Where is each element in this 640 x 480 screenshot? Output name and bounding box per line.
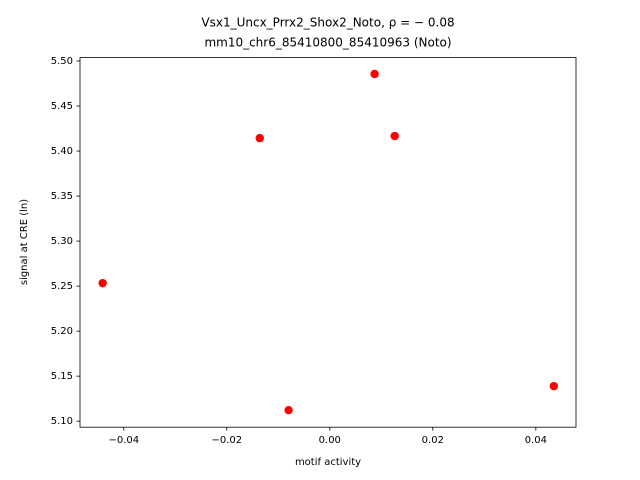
point [255,133,264,143]
x-tick-label: −0.04 [108,435,139,446]
y-axis-label: signal at CRE (ln) [19,199,30,285]
x-axis-label: motif activity [295,457,361,468]
x-tick-label: 0.02 [422,435,444,446]
y-tick-label: 5.40 [51,146,73,157]
y-tick-label: 5.15 [51,371,73,382]
y-tick-label: 5.25 [51,281,73,292]
x-tick-label: −0.02 [211,435,242,446]
y-tick-label: 5.30 [51,236,73,247]
chart-subtitle: mm10_chr6_85410800_85410963 (Noto) [204,36,451,50]
x-tick-label: 0.04 [525,435,547,446]
point [284,405,293,415]
y-tick-label: 5.35 [51,191,73,202]
x-tick-label: 0.00 [319,435,341,446]
y-tick-label: 5.10 [51,416,73,427]
y-tick-label: 5.45 [51,101,73,112]
y-tick-label: 5.20 [51,326,73,337]
chart-title: Vsx1_Uncx_Prrx2_Shox2_Noto, ρ = − 0.08 [201,16,454,30]
plot-frame [79,57,577,428]
y-tick-label: 5.50 [51,56,73,67]
point [390,131,399,141]
point [549,381,559,391]
point [370,69,379,79]
point [98,278,107,288]
